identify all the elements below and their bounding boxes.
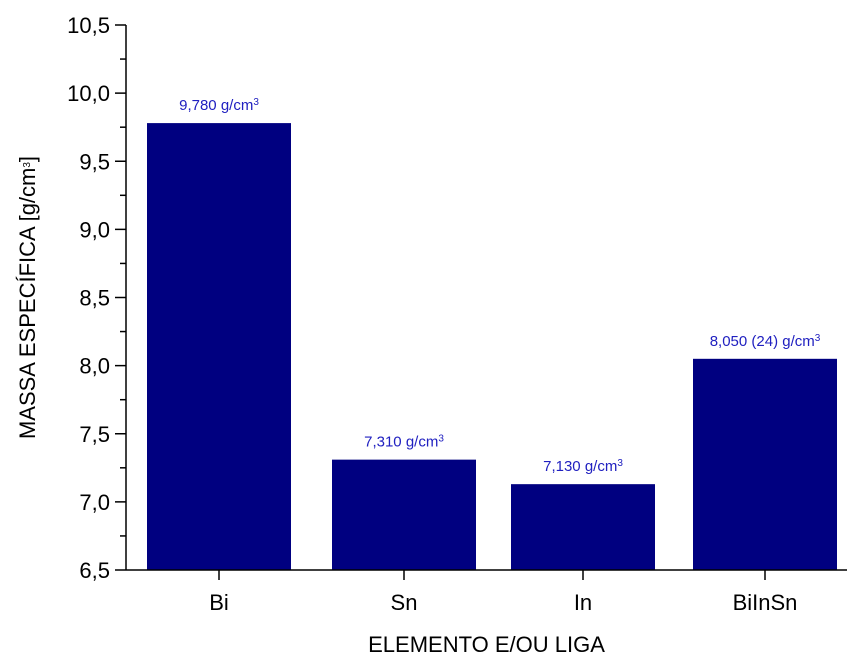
- y-tick-label: 10,0: [67, 81, 110, 106]
- y-tick-label: 10,5: [67, 13, 110, 38]
- y-tick-label: 9,5: [79, 149, 110, 174]
- x-tick-label-sn: Sn: [391, 590, 418, 615]
- bars-group: [147, 123, 837, 570]
- bar-sn: [332, 459, 476, 570]
- y-axis-title-superscript: 3: [22, 162, 33, 168]
- y-ticks-group: 6,5 7,0 7,5 8,0 8,5 9,0 9,5 10,0 10,5: [67, 13, 126, 583]
- y-tick-label: 7,5: [79, 422, 110, 447]
- data-labels-group: 9,780 g/cm3 7,310 g/cm3 7,130 g/cm3 8,050 (…: [179, 97, 821, 476]
- data-label-in: 7,130 g/cm3: [543, 458, 623, 476]
- data-label-biinsn: 8,050 (24) g/cm3: [710, 332, 821, 350]
- x-ticks-group: Bi Sn In BiInSn: [209, 570, 797, 615]
- y-tick-label: 9,0: [79, 217, 110, 242]
- x-tick-label-bi: Bi: [209, 590, 229, 615]
- y-tick-label: 6,5: [79, 558, 110, 583]
- bar-in: [511, 484, 655, 570]
- data-label-sn: 7,310 g/cm3: [364, 433, 444, 451]
- y-axis-title-end: ]: [15, 156, 40, 162]
- y-axis-title: MASSA ESPECÍFICA [g/cm3]: [15, 156, 40, 439]
- y-tick-label: 7,0: [79, 490, 110, 515]
- bar-biinsn: [693, 358, 837, 570]
- x-tick-label-biinsn: BiInSn: [733, 590, 798, 615]
- y-axis-title-main: MASSA ESPECÍFICA [g/cm: [15, 168, 40, 439]
- bar-bi: [147, 123, 291, 570]
- y-tick-label: 8,0: [79, 354, 110, 379]
- data-label-bi: 9,780 g/cm3: [179, 97, 259, 115]
- y-tick-label: 8,5: [79, 286, 110, 311]
- x-axis-title: ELEMENTO E/OU LIGA: [368, 632, 605, 657]
- x-tick-label-in: In: [574, 590, 592, 615]
